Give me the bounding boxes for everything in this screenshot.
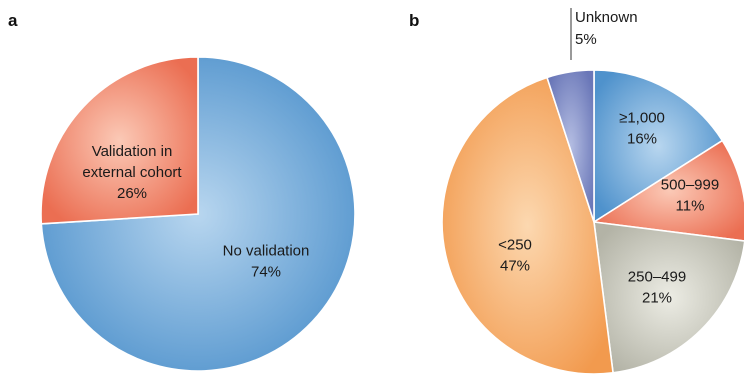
pie-chart-b: b ≥1,000 16% 500–999 11% 250–499 21% <250 47% Un… <box>409 8 744 375</box>
label-validation-in-external-cohort: Validation in external cohort 26% <box>82 143 182 202</box>
slice-validation-in-external-cohort <box>40 56 199 225</box>
slices-b <box>441 69 744 375</box>
label-500-999: 500–999 11% <box>661 177 719 215</box>
slices-a <box>40 56 356 372</box>
panel-label-b: b <box>409 11 419 30</box>
label-ge-1-000: ≥1,000 16% <box>619 110 665 148</box>
slice-250-499 <box>593 221 744 374</box>
slice-unknown <box>546 69 595 223</box>
pie-chart-a: a No validation 74% Validation in external … <box>8 11 356 372</box>
label-lt-250: <250 47% <box>498 237 532 275</box>
labels-b: ≥1,000 16% 500–999 11% 250–499 21% <250 47% Unkn… <box>498 8 719 307</box>
panel-label-a: a <box>8 11 18 30</box>
label-unknown: Unknown 5% <box>575 9 638 48</box>
label-no-validation: No validation 74% <box>223 243 310 281</box>
labels-a: No validation 74% Validation in external co… <box>82 143 309 281</box>
slice-ge-1-000 <box>593 69 724 224</box>
slice-500-999 <box>591 139 744 242</box>
label-250-499: 250–499 21% <box>628 269 686 307</box>
